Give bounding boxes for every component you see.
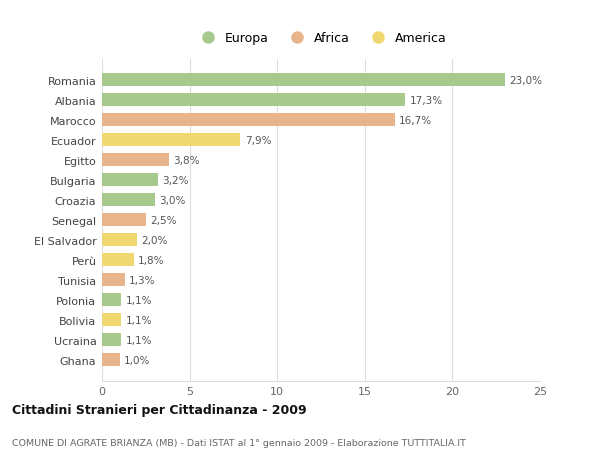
Bar	[102, 154, 169, 167]
Bar	[102, 274, 125, 286]
Bar	[102, 294, 121, 307]
Text: 17,3%: 17,3%	[409, 96, 443, 106]
Text: 3,0%: 3,0%	[159, 196, 185, 205]
Text: 1,1%: 1,1%	[125, 295, 152, 305]
Text: 1,8%: 1,8%	[138, 255, 164, 265]
Bar	[102, 74, 505, 87]
Bar	[102, 94, 405, 107]
Bar	[102, 194, 155, 207]
Bar	[102, 234, 137, 247]
Text: 1,0%: 1,0%	[124, 355, 150, 365]
Bar	[102, 134, 241, 147]
Bar	[102, 114, 395, 127]
Text: 3,8%: 3,8%	[173, 156, 199, 166]
Text: 23,0%: 23,0%	[509, 76, 542, 86]
Text: 16,7%: 16,7%	[399, 116, 432, 126]
Text: 3,2%: 3,2%	[163, 175, 189, 185]
Bar	[102, 214, 146, 227]
Text: 1,1%: 1,1%	[125, 335, 152, 345]
Legend: Europa, Africa, America: Europa, Africa, America	[190, 28, 452, 50]
Text: COMUNE DI AGRATE BRIANZA (MB) - Dati ISTAT al 1° gennaio 2009 - Elaborazione TUT: COMUNE DI AGRATE BRIANZA (MB) - Dati IST…	[12, 438, 466, 447]
Text: 7,9%: 7,9%	[245, 135, 271, 146]
Text: 2,5%: 2,5%	[150, 215, 176, 225]
Text: 1,1%: 1,1%	[125, 315, 152, 325]
Text: Cittadini Stranieri per Cittadinanza - 2009: Cittadini Stranieri per Cittadinanza - 2…	[12, 403, 307, 416]
Text: 1,3%: 1,3%	[129, 275, 155, 285]
Bar	[102, 353, 119, 366]
Bar	[102, 334, 121, 347]
Text: 2,0%: 2,0%	[142, 235, 168, 245]
Bar	[102, 254, 134, 267]
Bar	[102, 313, 121, 326]
Bar	[102, 174, 158, 187]
